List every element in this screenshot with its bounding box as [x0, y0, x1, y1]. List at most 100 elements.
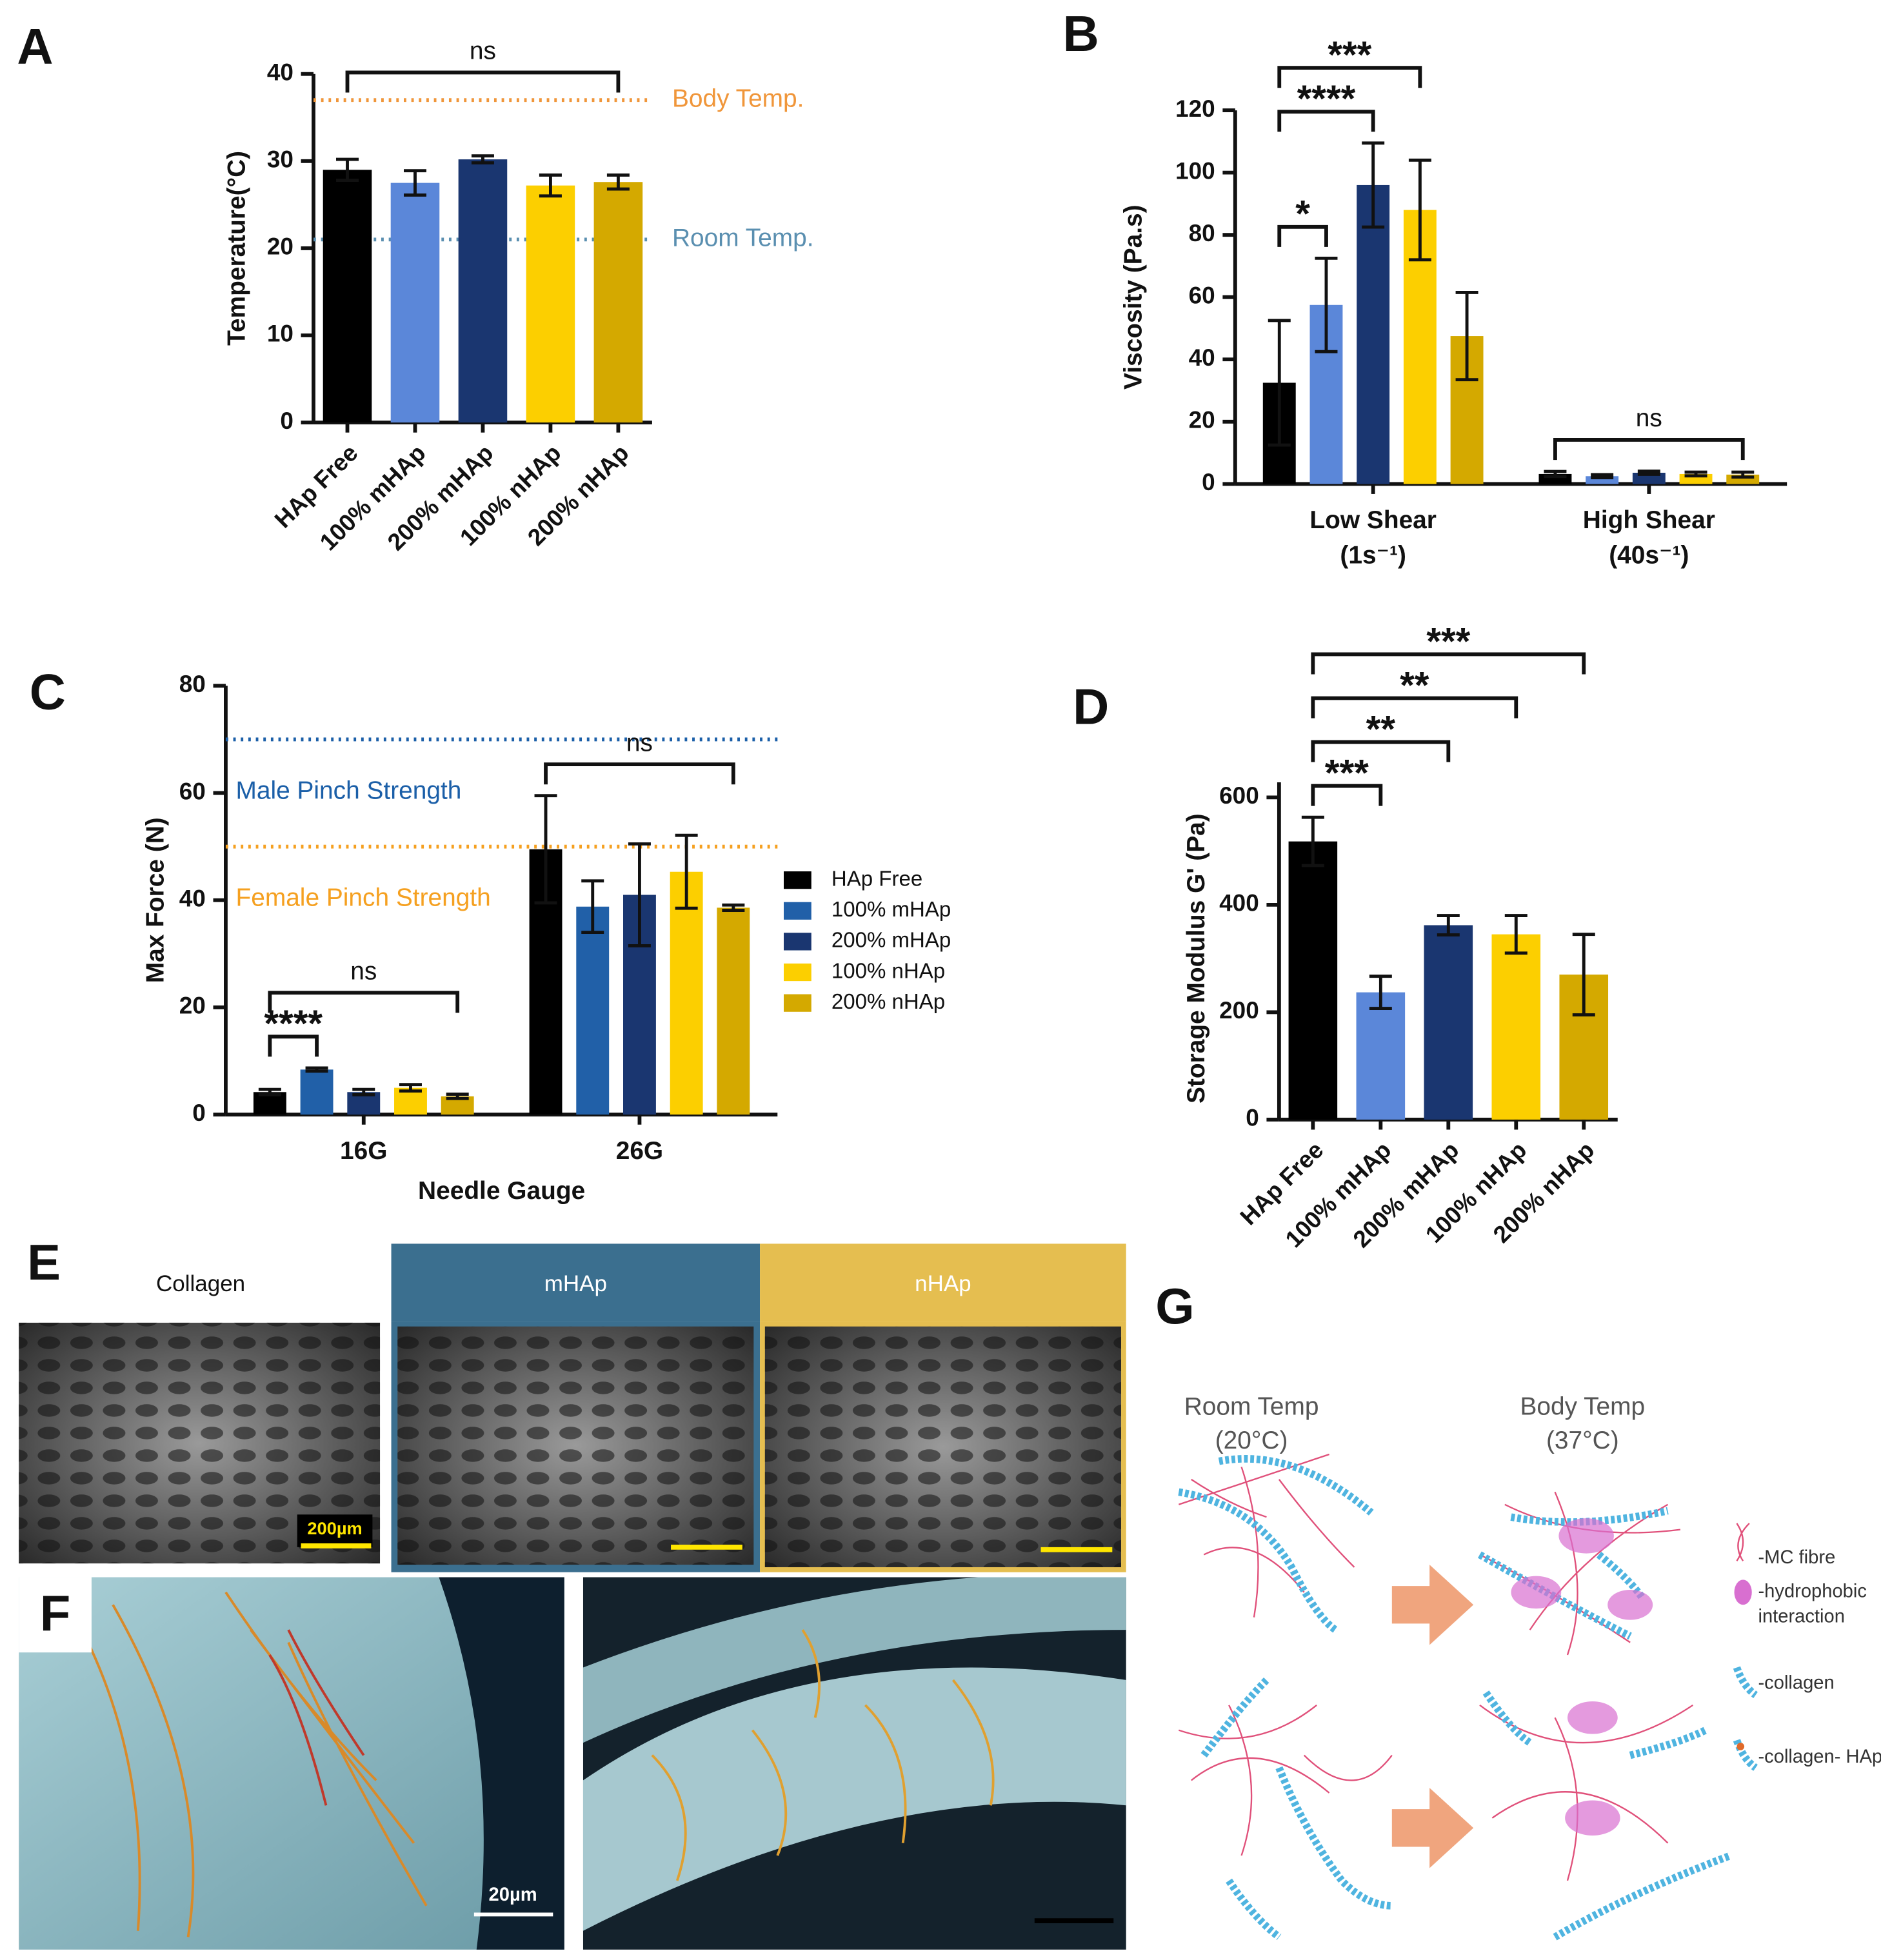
collagen — [1178, 1488, 1338, 1634]
x-tick-label: High Shear — [1583, 506, 1715, 534]
error-bar — [1637, 470, 1660, 476]
fibre — [651, 1629, 995, 1881]
sem-texture — [397, 1326, 754, 1565]
header-bg — [760, 1243, 1126, 1322]
significance-label: **** — [1297, 78, 1356, 120]
panel-e — [19, 1243, 1126, 1572]
ridge — [582, 1577, 1126, 1743]
column-label: Body Temp — [1520, 1392, 1645, 1420]
y-tick-label: 0 — [1246, 1105, 1259, 1131]
y-tick-label: 200 — [1219, 997, 1259, 1024]
ridge — [582, 1667, 1126, 1931]
legend-swatch — [784, 994, 811, 1012]
arrow — [1391, 1565, 1474, 1645]
column-label: (20°C) — [1215, 1427, 1288, 1454]
error-bar — [403, 169, 426, 197]
error-bar — [628, 842, 651, 947]
bar — [526, 185, 575, 423]
mc-fibre — [1178, 1704, 1393, 1856]
y-tick-label: 400 — [1219, 890, 1259, 916]
reference-label: Female Pinch Strength — [235, 884, 490, 912]
panel-g — [1178, 1453, 1758, 1941]
significance-bracket — [268, 1034, 319, 1057]
y-tick-label: 80 — [1189, 220, 1215, 246]
x-tick-sublabel: (1s⁻¹) — [1340, 541, 1406, 569]
bar — [717, 907, 750, 1115]
x-tick-label: 16G — [340, 1137, 387, 1165]
y-tick-label: 0 — [192, 1100, 206, 1126]
reference-label: Male Pinch Strength — [235, 777, 461, 804]
y-tick-label: 60 — [179, 778, 206, 804]
error-bar — [399, 1083, 422, 1093]
significance-bracket — [1311, 652, 1586, 675]
hydrophobic — [1511, 1576, 1562, 1609]
y-axis-label: Max Force (N) — [141, 817, 169, 983]
collagen — [1218, 1455, 1374, 1516]
significance-bracket — [345, 70, 621, 93]
y-tick-label: 20 — [1189, 407, 1215, 433]
error-bar — [446, 1093, 469, 1100]
column-label: Room Temp — [1184, 1392, 1319, 1420]
error-bar — [1315, 256, 1338, 353]
y-tick-label: 20 — [267, 233, 294, 260]
fibre — [268, 1629, 365, 1806]
image-header: mHAp — [544, 1271, 607, 1296]
error-bar — [1591, 473, 1614, 480]
significance-bracket — [1277, 110, 1375, 132]
error-bar — [539, 173, 562, 198]
legend-swatch — [784, 963, 811, 982]
significance-bracket — [268, 991, 460, 1013]
arrow — [1391, 1788, 1474, 1868]
legend-label: 200% mHAp — [831, 929, 951, 953]
significance-label: *** — [1328, 34, 1371, 76]
bar — [576, 906, 610, 1115]
error-bar — [1268, 319, 1291, 447]
hydrophobic — [1558, 1518, 1614, 1554]
panel-label: A — [17, 19, 53, 74]
scale-bg — [297, 1514, 373, 1547]
y-tick-label: 80 — [179, 671, 206, 697]
bar — [390, 183, 440, 423]
significance-label: * — [1295, 193, 1310, 235]
legend-label: 100% nHAp — [831, 959, 945, 983]
y-tick-label: 100 — [1175, 157, 1215, 184]
y-tick-label: 40 — [179, 886, 206, 912]
legend-label: -MC fibre — [1758, 1547, 1835, 1568]
y-tick-label: 600 — [1219, 782, 1259, 809]
collagen-hap — [1200, 1677, 1393, 1941]
legend-icon — [1734, 1579, 1752, 1605]
bar — [670, 871, 703, 1115]
significance-bracket — [1277, 224, 1328, 247]
collagen-hap — [1482, 1690, 1732, 1941]
hydrophobic — [1607, 1589, 1653, 1620]
significance-label: ** — [1366, 708, 1396, 750]
error-bar — [722, 903, 745, 912]
reference-label: Room Temp. — [672, 224, 814, 252]
scale-label: 200µm — [307, 1518, 362, 1538]
error-bar — [1301, 815, 1324, 867]
legend-label: 200% nHAp — [831, 990, 945, 1014]
error-bar — [336, 157, 359, 182]
legend-icon — [1733, 1666, 1758, 1699]
legend-icon — [1737, 1743, 1745, 1750]
significance-label: ns — [350, 957, 377, 985]
legend-swatch — [784, 902, 811, 920]
legend-swatch — [784, 933, 811, 951]
bar — [1491, 934, 1541, 1120]
significance-label: ns — [470, 37, 496, 65]
header-bg — [391, 1243, 761, 1322]
panel-label: E — [27, 1235, 61, 1291]
x-axis-label: Needle Gauge — [418, 1177, 585, 1205]
error-bar — [1408, 158, 1431, 262]
y-tick-label: 30 — [267, 146, 294, 173]
legend-label: -hydrophobic — [1758, 1581, 1866, 1602]
significance-label: ns — [626, 729, 653, 757]
significance-label: ** — [1400, 664, 1429, 706]
bar — [1357, 184, 1390, 484]
legend-icon — [1736, 1523, 1750, 1561]
mc-fibre — [1479, 1704, 1694, 1881]
y-tick-label: 60 — [1189, 282, 1215, 308]
error-bar — [258, 1087, 281, 1096]
shadow — [439, 1577, 564, 1950]
